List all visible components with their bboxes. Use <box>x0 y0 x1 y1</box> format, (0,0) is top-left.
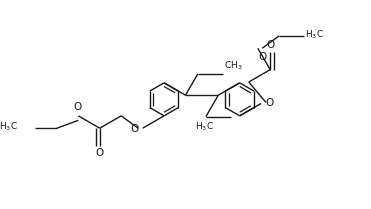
Text: H$_3$C: H$_3$C <box>0 120 18 133</box>
Text: O: O <box>266 40 274 50</box>
Text: O: O <box>259 52 267 62</box>
Text: O: O <box>266 98 274 108</box>
Text: O: O <box>96 148 104 158</box>
Text: O: O <box>130 124 138 134</box>
Text: H$_3$C: H$_3$C <box>194 121 213 133</box>
Text: CH$_3$: CH$_3$ <box>224 60 242 72</box>
Text: H$_3$C: H$_3$C <box>305 29 324 41</box>
Text: O: O <box>73 102 82 112</box>
